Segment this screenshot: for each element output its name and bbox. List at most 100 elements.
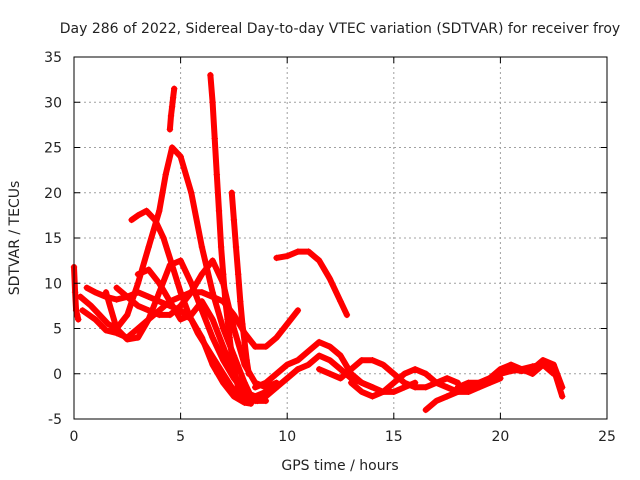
- data-point: [209, 99, 216, 106]
- data-point: [379, 361, 387, 368]
- x-tick-label: 20: [491, 429, 509, 445]
- series-track-19: [70, 263, 82, 323]
- y-tick-label: 5: [53, 322, 62, 338]
- data-point: [209, 293, 216, 301]
- data-point: [443, 384, 451, 391]
- series-track-6: [134, 266, 280, 400]
- data-point: [379, 388, 387, 396]
- axis-ticks: 0 5 10 15 20 25 -5 0 5 10 15 20 25 30 35: [44, 50, 616, 445]
- y-tick-label: -5: [48, 412, 62, 428]
- data-point: [273, 334, 280, 341]
- data-point: [401, 379, 408, 386]
- data-point: [75, 316, 82, 323]
- data-point: [465, 379, 472, 386]
- data-point: [239, 320, 246, 328]
- data-point: [79, 307, 86, 314]
- data-point: [273, 254, 280, 262]
- data-point: [124, 336, 131, 343]
- data-point: [559, 393, 566, 400]
- data-point: [234, 271, 242, 278]
- data-point: [209, 334, 216, 341]
- data-point: [166, 311, 174, 319]
- data-point: [315, 338, 323, 346]
- data-point: [284, 361, 291, 368]
- data-point: [454, 384, 461, 391]
- y-tick-label: 0: [53, 367, 62, 383]
- data-point: [198, 243, 206, 251]
- data-point: [173, 148, 180, 156]
- data-point: [166, 126, 174, 133]
- data-point: [369, 393, 376, 400]
- data-point: [273, 384, 280, 391]
- data-point: [226, 334, 233, 341]
- data-point: [228, 189, 235, 196]
- data-point: [168, 103, 176, 110]
- data-point: [273, 370, 280, 377]
- data-point: [305, 347, 312, 355]
- data-point: [145, 243, 152, 251]
- data-point: [83, 284, 90, 291]
- data-point: [550, 370, 557, 377]
- data-point: [433, 379, 440, 386]
- data-point: [177, 257, 184, 264]
- series-track-11: [252, 338, 376, 391]
- data-point: [390, 379, 397, 386]
- x-tick-label: 5: [176, 429, 185, 445]
- data-point: [124, 311, 131, 319]
- data-point: [315, 352, 323, 359]
- data-point: [358, 388, 366, 396]
- data-point: [167, 112, 175, 120]
- data-point: [104, 320, 112, 328]
- data-point: [134, 212, 142, 219]
- data-point: [207, 71, 214, 79]
- data-point: [507, 361, 515, 368]
- data-point: [294, 356, 302, 364]
- x-tick-label: 15: [385, 429, 403, 445]
- data-point: [92, 316, 99, 323]
- data-point: [234, 384, 242, 391]
- data-point: [347, 379, 355, 386]
- data-point: [134, 280, 142, 287]
- y-tick-label: 10: [44, 276, 62, 292]
- data-point: [358, 379, 366, 386]
- data-point: [162, 171, 169, 178]
- data-point: [401, 370, 408, 377]
- data-point: [188, 289, 195, 296]
- data-point: [337, 366, 344, 373]
- data-point: [237, 388, 244, 396]
- data-point: [202, 343, 210, 350]
- y-tick-label: 30: [44, 95, 62, 111]
- data-point: [262, 343, 270, 350]
- data-point: [262, 388, 270, 396]
- x-tick-label: 0: [70, 429, 79, 445]
- data-point: [230, 366, 238, 373]
- series-band: [294, 352, 419, 395]
- data-point: [284, 252, 291, 260]
- chart-title: Day 286 of 2022, Sidereal Day-to-day VTE…: [60, 21, 620, 37]
- data-point: [209, 316, 216, 323]
- data-point: [217, 243, 225, 251]
- data-point: [134, 302, 142, 310]
- data-point: [518, 366, 525, 373]
- series-band: [252, 339, 376, 391]
- data-point: [475, 379, 483, 386]
- data-point: [337, 352, 344, 359]
- data-point: [326, 275, 334, 282]
- x-tick-label: 25: [598, 429, 616, 445]
- series-track-9: [207, 71, 246, 400]
- data-point: [369, 384, 376, 391]
- data-point: [169, 94, 177, 101]
- data-point: [220, 271, 227, 278]
- data-point: [73, 311, 81, 319]
- data-point: [198, 271, 206, 278]
- data-point: [215, 207, 223, 215]
- series-track-8: [166, 85, 178, 133]
- data-point: [177, 153, 184, 160]
- data-point: [433, 397, 440, 405]
- data-point: [315, 366, 323, 373]
- data-point: [486, 375, 493, 382]
- data-point: [390, 370, 397, 377]
- data-point: [228, 352, 235, 359]
- data-point: [177, 316, 184, 323]
- data-point: [151, 216, 159, 224]
